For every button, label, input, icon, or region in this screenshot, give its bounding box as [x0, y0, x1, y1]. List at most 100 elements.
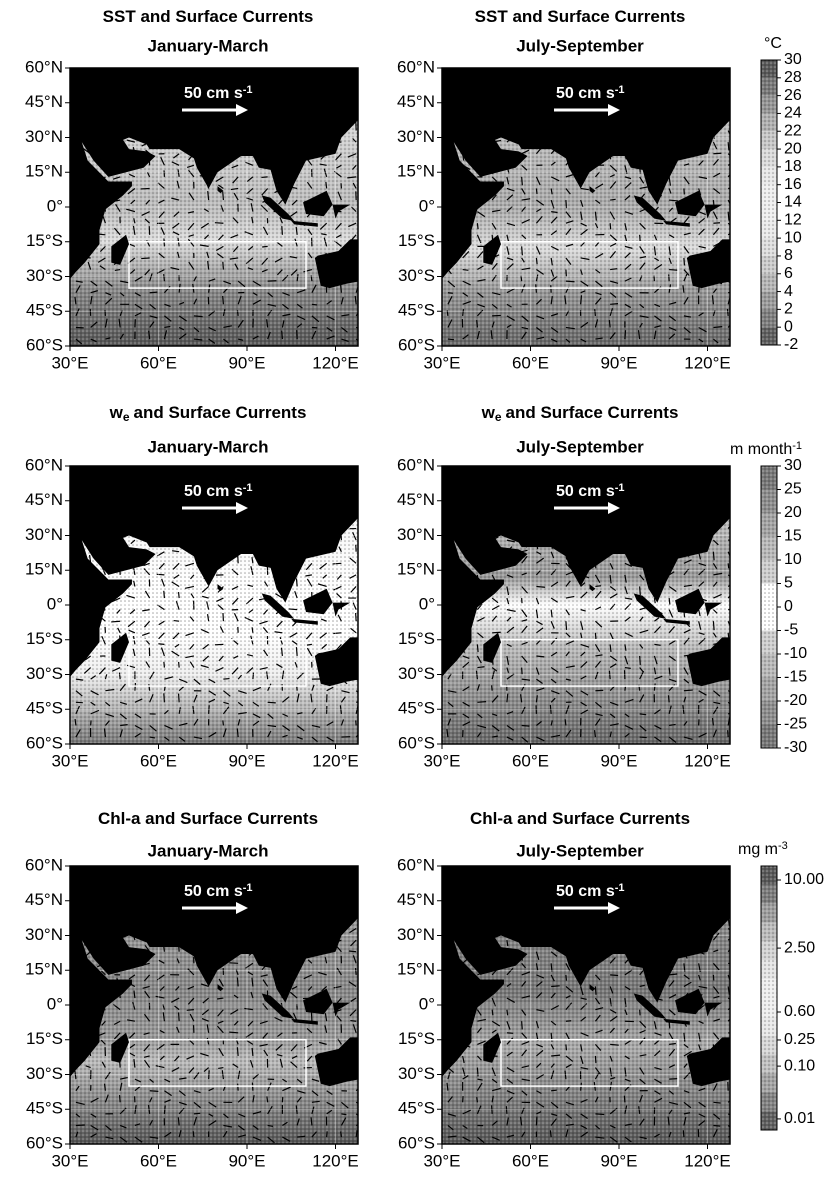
title-text: Chl-a and Surface Currents	[470, 809, 690, 828]
lat-label: 15°S	[26, 231, 63, 250]
current-vector	[282, 331, 283, 339]
lat-label: 30°N	[25, 925, 63, 944]
lon-label: 120°E	[684, 1151, 731, 1170]
current-vector	[297, 1136, 305, 1137]
current-vector	[149, 684, 150, 690]
title-text: w	[481, 403, 496, 422]
current-vector	[713, 1125, 720, 1126]
current-vector	[150, 737, 155, 738]
current-vector	[194, 316, 203, 317]
current-vector	[463, 309, 464, 316]
current-vector	[141, 258, 149, 259]
current-vector	[215, 223, 223, 224]
lat-label: 45°S	[398, 699, 435, 718]
current-vector	[522, 1021, 523, 1029]
current-vector	[349, 951, 356, 952]
current-vector	[135, 683, 136, 691]
colorbar-label: 22	[784, 122, 802, 139]
current-vector	[492, 632, 501, 633]
colorbar-label: 2	[784, 301, 793, 318]
current-vector	[223, 191, 224, 200]
colorbar-label: -10	[784, 645, 807, 662]
current-vector	[610, 644, 611, 652]
scale-label-sup: -1	[615, 84, 625, 96]
colorbar-label: 0	[784, 318, 793, 335]
panel-title: Chl-a and Surface Currents	[470, 809, 690, 828]
current-vector	[669, 1079, 678, 1080]
title-text: Chl-a and Surface Currents	[98, 809, 318, 828]
current-vector	[610, 223, 611, 229]
lat-label: 0°	[419, 994, 435, 1013]
lat-label: 60°N	[397, 57, 435, 76]
current-vector	[164, 591, 165, 598]
current-vector	[640, 737, 647, 738]
colorbar-label: 20	[784, 504, 802, 521]
current-vector	[610, 269, 617, 270]
title-text: and Surface Currents	[506, 403, 679, 422]
scale-label: 50 cm s-1	[556, 84, 625, 103]
title-subscript: e	[123, 410, 130, 424]
lat-label: 60°N	[25, 455, 63, 474]
colorbar-unit: m month-1	[730, 440, 802, 459]
colorbar-label: -5	[784, 622, 798, 639]
lat-label: 30°S	[26, 664, 63, 683]
current-vector	[253, 673, 254, 680]
lat-label: 60°S	[398, 733, 435, 752]
lat-label: 15°S	[26, 1029, 63, 1048]
lon-label: 120°E	[684, 353, 731, 372]
current-vector	[610, 975, 618, 976]
current-vector	[595, 586, 601, 587]
colorbar-label: 2.50	[784, 939, 815, 956]
scale-label: 50 cm s-1	[556, 882, 625, 901]
scale-label-sup: -1	[615, 882, 625, 894]
current-vector	[536, 1116, 537, 1125]
lat-label: 15°N	[25, 960, 63, 979]
current-vector	[238, 1084, 239, 1091]
scale-label-text: 50 cm s	[184, 85, 243, 102]
current-vector	[296, 578, 297, 586]
current-vector	[536, 188, 537, 193]
scale-label-text: 50 cm s	[556, 85, 615, 102]
current-vector	[164, 1105, 165, 1113]
title-text: SST and Surface Currents	[475, 7, 686, 26]
lat-label: 30°N	[25, 525, 63, 544]
current-vector	[174, 621, 179, 622]
lon-label: 120°E	[684, 751, 731, 770]
panel-subtitle: July-September	[516, 841, 644, 860]
title-text: SST and Surface Currents	[103, 7, 314, 26]
current-vector	[609, 671, 610, 679]
current-vector	[356, 968, 357, 975]
lat-label: 0°	[47, 196, 63, 215]
lat-label: 30°S	[398, 266, 435, 285]
colorbar-label: 10	[784, 229, 802, 246]
colorbar-label: -20	[784, 692, 807, 709]
lat-label: 60°S	[398, 1133, 435, 1152]
lon-label: 30°E	[423, 751, 460, 770]
colorbar-label: 4	[784, 283, 793, 300]
lat-label: 30°N	[397, 525, 435, 544]
colorbar-label: 14	[784, 194, 802, 211]
current-vector	[727, 309, 728, 316]
scale-label-sup: -1	[243, 84, 253, 96]
panel-subtitle: January-March	[148, 841, 269, 860]
current-vector	[625, 330, 626, 339]
lat-label: 45°S	[26, 1099, 63, 1118]
lat-label: 60°S	[26, 335, 63, 354]
lat-label: 0°	[419, 594, 435, 613]
current-vector	[187, 1010, 194, 1011]
scale-label-text: 50 cm s	[184, 883, 243, 900]
current-vector	[75, 719, 76, 725]
current-vector	[669, 598, 670, 604]
current-vector	[356, 613, 357, 621]
lon-label: 60°E	[140, 353, 177, 372]
current-vector	[477, 223, 478, 229]
current-vector	[261, 177, 267, 178]
current-vector	[119, 673, 120, 680]
current-vector	[640, 235, 641, 242]
current-vector	[625, 668, 631, 669]
lat-label: 60°S	[398, 335, 435, 354]
colorbar-label: 6	[784, 265, 793, 282]
current-vector	[194, 1113, 200, 1114]
panel-subtitle: July-September	[516, 437, 644, 456]
current-vector	[267, 1096, 268, 1102]
